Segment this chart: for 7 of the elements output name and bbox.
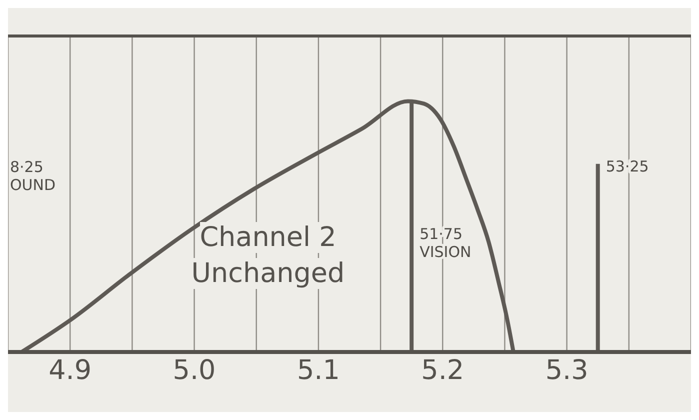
- x-tick-label: 4.9: [48, 355, 92, 386]
- x-tick-label: 5.1: [296, 355, 340, 386]
- x-tick-label: 5.2: [421, 355, 464, 386]
- x-tick-label: 5.3: [545, 355, 588, 386]
- x-tick-label: 5.0: [172, 355, 216, 386]
- annotation: 8·25 OUND: [10, 158, 56, 194]
- annotation: Channel 2 Unchanged: [191, 222, 345, 289]
